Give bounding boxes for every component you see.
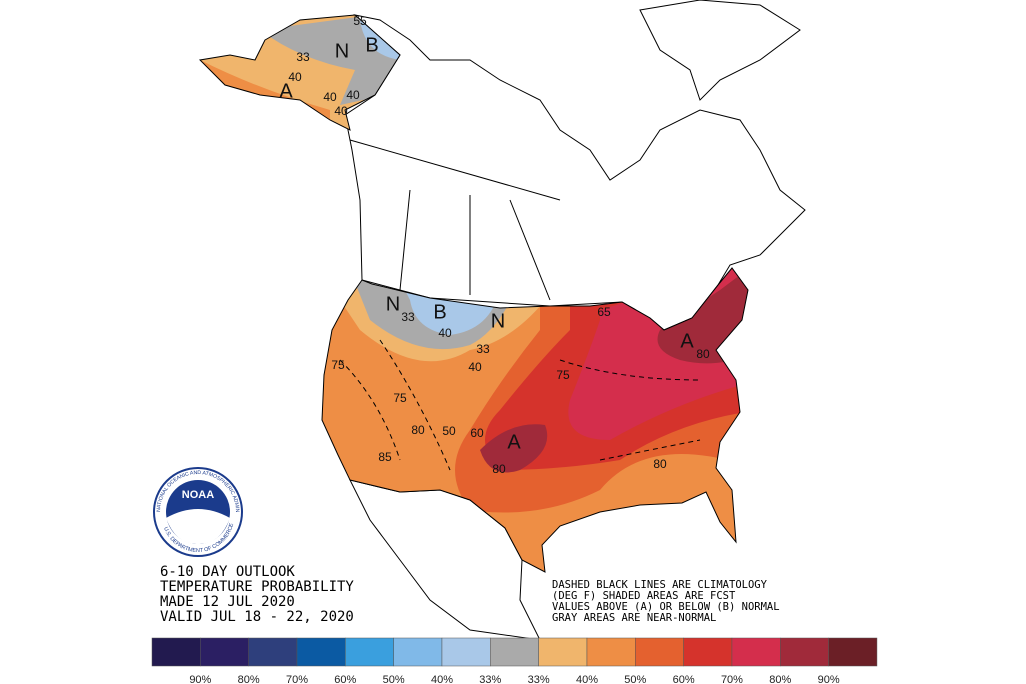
legend-label: 70% — [286, 674, 308, 684]
legend-swatch — [345, 637, 394, 667]
legend-label: 50% — [624, 674, 646, 684]
legend-swatch — [586, 637, 636, 667]
map-label: 40 — [468, 360, 482, 374]
legend-label: 50% — [383, 674, 405, 684]
note-line: VALUES ABOVE (A) OR BELOW (B) NORMAL — [552, 601, 780, 613]
map-label: 85 — [378, 450, 392, 464]
map-label: 55 — [353, 14, 367, 28]
map-label: 65 — [597, 305, 611, 319]
map-label: 60 — [470, 426, 484, 440]
legend-label: 33% — [479, 674, 501, 684]
map-label: A — [680, 330, 694, 352]
title-line: 6-10 DAY OUTLOOK — [160, 564, 295, 580]
map-label: A — [507, 431, 521, 453]
legend-swatch — [683, 637, 733, 667]
title-line: TEMPERATURE PROBABILITY — [160, 579, 354, 595]
legend-label: 90% — [818, 674, 840, 684]
map-label: 80 — [696, 347, 710, 361]
legend-swatch — [828, 637, 878, 667]
map-label: 40 — [346, 88, 360, 102]
alaska-outline — [198, 14, 401, 131]
greenland — [639, 0, 801, 101]
legend-swatch — [731, 637, 781, 667]
us-outline — [321, 267, 749, 573]
map-label: N — [491, 310, 505, 332]
legend-swatch — [296, 637, 346, 667]
legend-swatch — [200, 637, 249, 667]
legend-swatch — [248, 637, 298, 667]
legend-label: 60% — [334, 674, 356, 684]
logo-ring-top: NATIONAL OCEANIC AND ATMOSPHERIC ADMINIS… — [0, 0, 240, 513]
climatology-lines — [339, 339, 701, 471]
legend-swatch — [151, 637, 201, 667]
boundary — [349, 139, 561, 201]
map-label: B — [365, 34, 378, 56]
map-label: 33 — [296, 50, 310, 64]
legend-swatch — [393, 637, 443, 667]
note-line: GRAY AREAS ARE NEAR-NORMAL — [552, 612, 716, 624]
legend-label: 60% — [673, 674, 695, 684]
legend-label: 90% — [189, 674, 211, 684]
note-line: (DEG F) SHADED AREAS ARE FCST — [552, 590, 736, 602]
legend-swatch — [441, 637, 491, 667]
map-label: 40 — [288, 70, 302, 84]
legend-swatch — [780, 637, 829, 667]
legend-swatch — [538, 637, 588, 667]
logo-name: NOAA — [182, 489, 214, 501]
legend-swatch — [635, 637, 684, 667]
legend-label: 80% — [238, 674, 260, 684]
legend-label: 40% — [576, 674, 598, 684]
map-label: N — [335, 40, 349, 62]
map-label: 33 — [401, 310, 415, 324]
map-label: A — [279, 80, 293, 102]
note-line: DASHED BLACK LINES ARE CLIMATOLOGY — [552, 579, 768, 591]
legend-label: 80% — [769, 674, 791, 684]
legend-label: 40% — [431, 674, 453, 684]
map-label: 75 — [556, 368, 570, 382]
canada — [344, 14, 806, 331]
map-label: 40 — [334, 104, 348, 118]
map-label: 50 — [442, 424, 456, 438]
map-label: 75 — [331, 358, 345, 372]
map-label: B — [433, 301, 446, 323]
shade — [480, 424, 548, 473]
noaa-logo: NOAA NATIONAL OCEANIC AND ATMOSPHERIC AD… — [0, 0, 243, 557]
map-label: N — [386, 293, 400, 315]
boundary — [399, 189, 411, 291]
map-label: 40 — [323, 90, 337, 104]
map-label: 80 — [492, 462, 506, 476]
legend-label: 33% — [528, 674, 550, 684]
boundary — [509, 199, 551, 301]
legend-label: 70% — [721, 674, 743, 684]
map-label: 80 — [411, 423, 425, 437]
map-label: 75 — [393, 391, 407, 405]
title-line: VALID JUL 18 - 22, 2020 — [160, 609, 354, 625]
map-label: 80 — [653, 457, 667, 471]
legend-swatch — [490, 637, 539, 667]
map-label: 33 — [476, 342, 490, 356]
svg-text:NATIONAL OCEANIC AND ATMOSPHER: NATIONAL OCEANIC AND ATMOSPHERIC ADMINIS… — [0, 0, 240, 513]
map-label: 40 — [438, 326, 452, 340]
title-line: MADE 12 JUL 2020 — [160, 594, 295, 610]
